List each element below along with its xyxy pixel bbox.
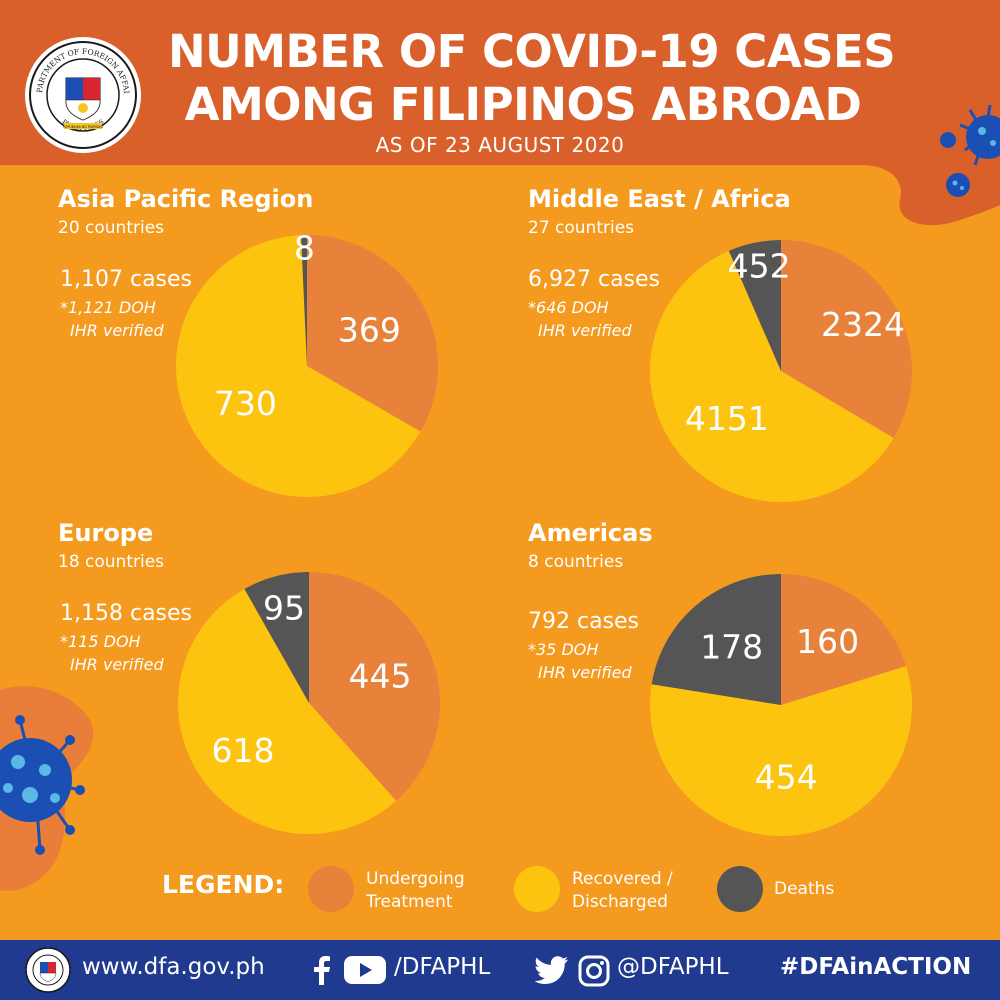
region-note2-americas: IHR verified [538, 663, 632, 682]
region-cases-asia-pacific: 1,107 cases [60, 267, 193, 292]
pie-slice-deaths-middle-east-africa [728, 240, 781, 371]
pie-label-recovered-middle-east-africa: 4151 [685, 399, 769, 438]
region-title-middle-east-africa: Middle East / Africa [528, 185, 791, 213]
pie-slice-recovered-asia-pacific [176, 235, 421, 498]
pie-label-deaths-asia-pacific: 8 [294, 234, 315, 268]
pie-slice-deaths-asia-pacific [301, 235, 307, 366]
region-note2-europe: IHR verified [70, 655, 164, 674]
pie-slice-recovered-europe [177, 589, 397, 834]
pie-label-undergoing-middle-east-africa: 2324 [821, 305, 905, 344]
dfa-seal-small-icon [25, 947, 71, 993]
legend-label-undergoing: Undergoing Treatment [366, 868, 465, 914]
twitter-icon[interactable] [535, 956, 569, 984]
virus-decoration-bottom-left [0, 686, 94, 891]
page-title-line-2: AMONG FILIPINOS ABROAD [184, 78, 862, 131]
legend-label-undergoing-line1: Undergoing [366, 869, 465, 889]
legend-swatch-undergoing [308, 866, 354, 912]
pie-label-recovered-asia-pacific: 730 [214, 384, 277, 423]
region-note2-asia-pacific: IHR verified [70, 321, 164, 340]
region-note-asia-pacific: *1,121 DOH [60, 298, 156, 317]
pie-chart-europe: 445 618 95 [177, 572, 440, 834]
pie-slice-undergoing-europe [309, 572, 440, 801]
pie-slice-recovered-middle-east-africa [650, 250, 894, 502]
legend-title: LEGEND: [162, 870, 285, 899]
footer-website-link[interactable]: www.dfa.gov.ph [82, 954, 265, 980]
region-countries-americas: 8 countries [528, 552, 624, 572]
dfa-seal-logo: DEPARTMENT OF FOREIGN AFFAIRS PHILIPPINE… [25, 33, 138, 150]
legend-label-recovered-line2: Discharged [572, 892, 668, 912]
region-note-americas: *35 DOH [528, 640, 599, 659]
footer-bar [0, 940, 1000, 1000]
region-cases-europe: 1,158 cases [60, 601, 193, 626]
legend-label-recovered-line1: Recovered / [572, 869, 673, 889]
youtube-icon[interactable] [343, 955, 387, 985]
pie-slice-deaths-americas [651, 574, 781, 705]
pie-label-undergoing-americas: 160 [796, 622, 859, 661]
region-title-americas: Americas [528, 519, 653, 547]
legend-swatch-recovered [514, 866, 560, 912]
region-note-europe: *115 DOH [60, 632, 141, 651]
pie-label-deaths-middle-east-africa: 452 [728, 246, 791, 285]
pie-slice-undergoing-asia-pacific [307, 235, 438, 432]
region-countries-middle-east-africa: 27 countries [528, 218, 635, 238]
legend-label-deaths: Deaths [774, 879, 835, 899]
region-note2-middle-east-africa: IHR verified [538, 321, 632, 340]
region-cases-americas: 792 cases [528, 609, 640, 634]
footer-hashtag[interactable]: #DFAinACTION [780, 954, 972, 980]
pie-label-deaths-europe: 95 [263, 588, 305, 627]
pie-slice-undergoing-americas [781, 574, 907, 705]
instagram-icon[interactable] [578, 955, 610, 987]
legend-swatch-deaths [717, 866, 763, 912]
pie-label-recovered-europe: 618 [211, 731, 274, 770]
legend-label-recovered: Recovered / Discharged [572, 868, 673, 914]
pie-label-undergoing-europe: 445 [349, 656, 412, 695]
region-title-asia-pacific: Asia Pacific Region [58, 185, 314, 213]
header-wave-decoration [0, 0, 1000, 226]
footer-handle-twitter-instagram[interactable]: @DFAPHL [617, 954, 729, 980]
region-cases-middle-east-africa: 6,927 cases [528, 267, 661, 292]
pie-chart-americas: 160 454 178 [650, 574, 912, 836]
page-title-line-1: NUMBER OF COVID-19 CASES [168, 25, 896, 78]
facebook-icon[interactable] [310, 955, 332, 985]
seal-inner-text: REPUBLIKA NG PILIPINAS [63, 125, 103, 129]
pie-chart-middle-east-africa: 2324 4151 452 [650, 240, 912, 502]
virus-decoration-top-right [940, 104, 1000, 197]
pie-slice-recovered-americas [650, 666, 912, 836]
pie-label-undergoing-asia-pacific: 369 [338, 310, 401, 349]
pie-label-recovered-americas: 454 [755, 757, 818, 796]
footer-handle-facebook-youtube[interactable]: /DFAPHL [394, 954, 491, 980]
legend-label-undergoing-line2: Treatment [366, 892, 453, 912]
region-title-europe: Europe [58, 519, 154, 547]
pie-slice-deaths-europe [244, 572, 309, 703]
region-countries-asia-pacific: 20 countries [58, 218, 165, 238]
as-of-date: AS OF 23 AUGUST 2020 [375, 133, 625, 157]
pie-slice-undergoing-middle-east-africa [781, 240, 912, 439]
region-note-middle-east-africa: *646 DOH [528, 298, 609, 317]
region-countries-europe: 18 countries [58, 552, 165, 572]
pie-chart-asia-pacific: 369 730 8 [176, 234, 438, 498]
pie-label-deaths-americas: 178 [700, 628, 763, 667]
